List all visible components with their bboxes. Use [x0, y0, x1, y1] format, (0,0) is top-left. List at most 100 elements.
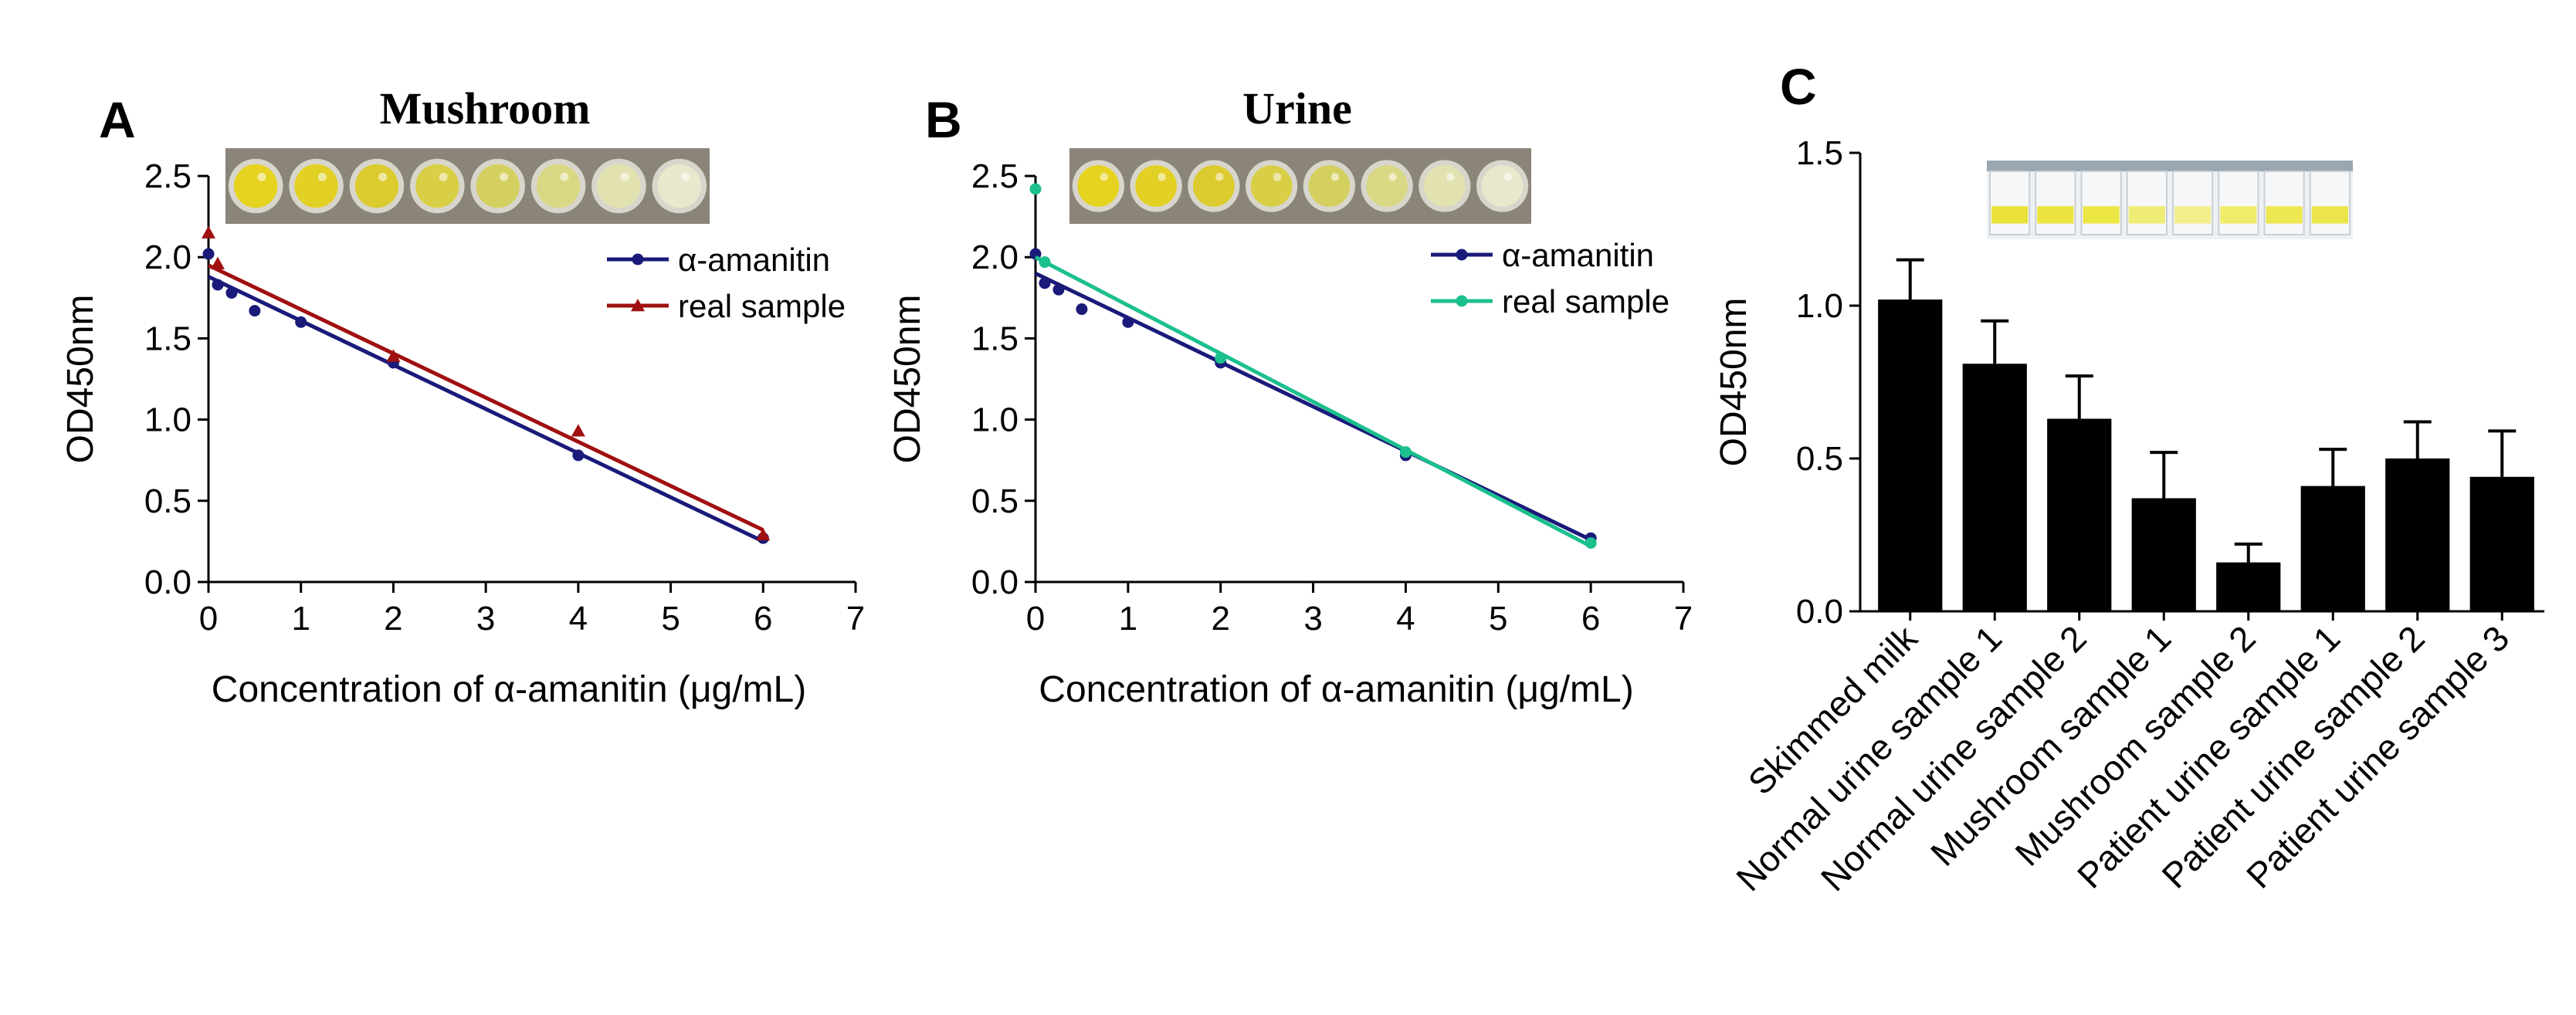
well — [536, 164, 581, 208]
well — [1366, 165, 1408, 207]
fit-line-real-sample — [207, 263, 764, 532]
y-axis-title: OD450nm — [1713, 298, 1754, 467]
x-tick-label: 5 — [661, 600, 680, 638]
well — [1192, 165, 1235, 207]
data-point-standard — [212, 279, 224, 291]
data-point-standard — [1039, 277, 1051, 289]
y-tick-label: 1.0 — [1796, 287, 1843, 325]
panel-a-title: Mushroom — [380, 83, 591, 134]
x-tick-label: 3 — [476, 600, 495, 638]
data-point-standard — [1122, 316, 1134, 328]
tube — [2263, 171, 2305, 235]
y-tick-label: 0.5 — [971, 482, 1019, 520]
x-tick-label: 7 — [1674, 600, 1693, 638]
well — [1250, 165, 1293, 207]
well — [597, 164, 641, 208]
well-plate-photo-mushroom — [225, 148, 710, 224]
x-tick-label: 2 — [384, 600, 402, 638]
legend-label: real sample — [1502, 283, 1669, 320]
x-tick-label: 4 — [1396, 600, 1415, 638]
bar — [2300, 486, 2365, 611]
data-point-standard — [295, 316, 307, 328]
y-tick-label: 1.5 — [1796, 134, 1843, 172]
tube-strip-photo — [1987, 161, 2353, 239]
well-highlight — [1158, 173, 1166, 181]
tube-liquid — [2128, 206, 2165, 224]
y-tick-label: 0.5 — [1796, 440, 1843, 478]
data-point-standard — [572, 449, 585, 462]
tube — [2126, 171, 2168, 235]
tube-liquid — [2220, 206, 2257, 224]
data-point-real-sample — [1039, 256, 1051, 269]
tube-strip-top-band — [1987, 161, 2353, 171]
data-point-standard — [225, 286, 238, 299]
chart-panel-b: 0.0 0.5 1.0 1.5 2.0 2.5 0 1 2 3 4 5 6 7 Concentration … — [887, 157, 1693, 710]
well — [1481, 165, 1524, 207]
well — [354, 164, 399, 208]
panel-c-letter: C — [1780, 58, 1817, 115]
legend-swatch-marker — [1456, 295, 1468, 307]
bar — [2047, 418, 2112, 611]
tube — [2218, 171, 2259, 235]
y-tick-label: 0.5 — [144, 482, 192, 520]
well-highlight — [1330, 173, 1340, 181]
legend-label: α-amanitin — [1502, 237, 1654, 273]
well-highlight — [1100, 173, 1109, 181]
data-point-standard — [1052, 283, 1065, 296]
y-tick-label: 0.0 — [971, 563, 1019, 601]
well — [1077, 165, 1120, 207]
well-highlight — [378, 172, 388, 181]
data-point-standard — [249, 305, 261, 317]
tube-liquid — [2037, 206, 2074, 224]
data-point-standard — [1076, 303, 1088, 316]
x-tick-label: 2 — [1211, 600, 1229, 638]
x-tick-label: 0 — [1026, 600, 1045, 638]
well — [657, 164, 702, 208]
y-tick-label: 1.5 — [144, 320, 192, 357]
well-highlight — [1503, 173, 1513, 181]
chart-panel-a: 0.0 0.5 1.0 1.5 2.0 2.5 0 1 2 3 4 5 6 7 Concentration … — [60, 157, 865, 710]
x-tick-label: 0 — [199, 600, 218, 638]
data-point-real-sample — [202, 225, 215, 239]
bar — [2131, 498, 2196, 611]
tube — [1989, 171, 2031, 235]
data-point-real-sample — [1215, 352, 1227, 364]
tube-liquid — [2083, 206, 2120, 224]
data-point-real-sample — [756, 527, 771, 541]
well-highlight — [500, 172, 509, 181]
bar — [2216, 562, 2281, 611]
legend-swatch-marker — [1456, 249, 1468, 261]
y-tick-label: 2.0 — [144, 239, 192, 276]
tube — [2080, 171, 2122, 235]
bar — [2469, 476, 2534, 611]
panel-b-letter: B — [925, 91, 962, 148]
y-axis-title: OD450nm — [887, 295, 928, 464]
well-highlight — [257, 172, 266, 181]
y-tick-label: 2.5 — [144, 157, 192, 195]
legend-swatch-marker — [632, 253, 644, 266]
legend-label: real sample — [678, 288, 846, 324]
legend-label: α-amanitin — [678, 242, 830, 278]
x-axis-title: Concentration of α-amanitin (μg/mL) — [1039, 669, 1633, 710]
x-tick-label: 4 — [569, 600, 588, 638]
fit-line-real-sample — [1034, 255, 1592, 548]
x-axis-title: Concentration of α-amanitin (μg/mL) — [212, 669, 806, 710]
tube — [2035, 171, 2076, 235]
data-point-real-sample — [571, 424, 585, 437]
x-tick-label: 6 — [754, 600, 772, 638]
data-point-real-sample — [210, 256, 225, 269]
tube-liquid — [2174, 206, 2212, 224]
well — [1423, 165, 1466, 207]
y-tick-label: 1.0 — [144, 401, 192, 439]
x-tick-label: 6 — [1581, 600, 1600, 638]
x-tick-label: 1 — [291, 600, 310, 638]
bar — [1962, 364, 2027, 611]
tube-liquid — [2266, 206, 2303, 224]
data-point-real-sample — [1029, 183, 1042, 195]
y-axis-title: OD450nm — [60, 295, 101, 464]
well-highlight — [1388, 173, 1397, 181]
well-highlight — [1273, 173, 1282, 181]
well — [1135, 165, 1178, 207]
well-highlight — [681, 172, 690, 181]
